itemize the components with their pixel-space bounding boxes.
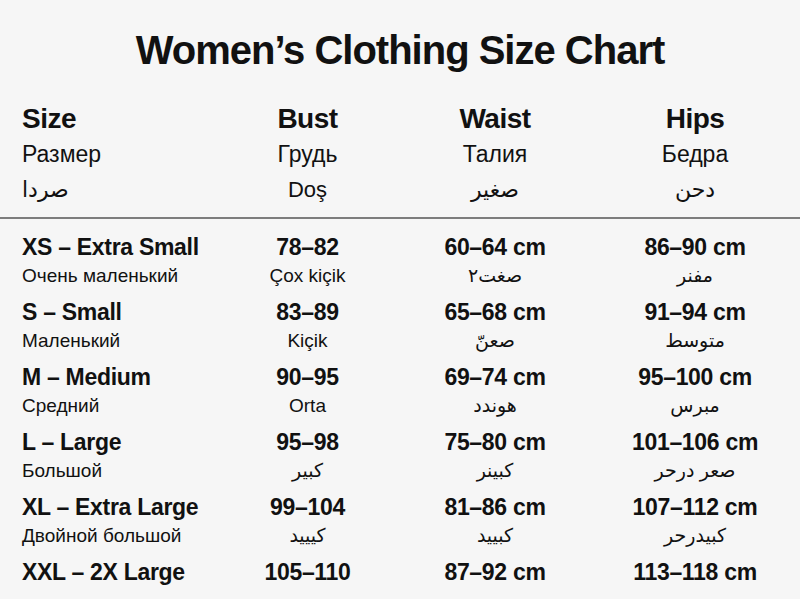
waist-cell: 65–68 cm صعنّ <box>400 298 590 354</box>
bust-sub-label: Orta <box>215 392 400 419</box>
waist-value: 81–86 cm <box>400 493 590 522</box>
hips-sub-label: كبيدرحر <box>590 522 800 549</box>
size-table-body: XS – Extra Small Очень маленький 78–82 Ç… <box>0 219 800 587</box>
hips-cell: 107–112 cm كبيدرحر <box>590 493 800 549</box>
size-main-label: M – Medium <box>22 363 215 392</box>
size-sub-label: Маленький <box>22 327 215 354</box>
hips-value: 86–90 cm <box>590 233 800 262</box>
bust-sub-label: Çox kiçik <box>215 262 400 289</box>
size-sub-label: Большой <box>22 457 215 484</box>
bust-sub-label: Kiçik <box>215 327 400 354</box>
table-row-s: S – Small Маленький 83–89 Kiçik 65–68 cm… <box>0 298 800 354</box>
size-cell: M – Medium Средний <box>0 363 215 419</box>
hips-value: 113–118 cm <box>590 558 800 587</box>
column-header-size: Size Размер صردا <box>0 101 215 207</box>
size-main-label: S – Small <box>22 298 215 327</box>
bust-cell: 83–89 Kiçik <box>215 298 400 354</box>
hips-header-ru: Бедра <box>590 137 800 172</box>
bust-cell: 78–82 Çox kiçik <box>215 233 400 289</box>
size-main-label: L – Large <box>22 428 215 457</box>
table-header: Size Размер صردا Bust Грудь Doş Waist Та… <box>0 101 800 207</box>
hips-sub-label: مبرس <box>590 392 800 419</box>
waist-sub-label: صعنّ <box>400 327 590 354</box>
size-cell: S – Small Маленький <box>0 298 215 354</box>
table-row-xxl: XXL – 2X Large 105–110 87–92 cm 113–118 … <box>0 558 800 587</box>
hips-sub-label: متوسط <box>590 327 800 354</box>
size-cell: L – Large Большой <box>0 428 215 484</box>
table-row-l: L – Large Большой 95–98 كبير 75–80 cm كب… <box>0 428 800 484</box>
hips-cell: 95–100 cm مبرس <box>590 363 800 419</box>
size-header-ru: Размер <box>22 137 215 172</box>
hips-value: 91–94 cm <box>590 298 800 327</box>
bust-header-ru: Грудь <box>215 137 400 172</box>
size-sub-label: Двойной большой <box>22 522 215 549</box>
waist-cell: 69–74 cm هوندد <box>400 363 590 419</box>
table-row-xs: XS – Extra Small Очень маленький 78–82 Ç… <box>0 233 800 289</box>
waist-value: 60–64 cm <box>400 233 590 262</box>
waist-cell: 60–64 cm صغت٢ <box>400 233 590 289</box>
hips-cell: 113–118 cm <box>590 558 800 587</box>
size-header-ar: صردا <box>22 172 215 207</box>
size-sub-label: Средний <box>22 392 215 419</box>
hips-value: 101–106 cm <box>590 428 800 457</box>
size-main-label: XS – Extra Small <box>22 233 215 262</box>
waist-cell: 87–92 cm <box>400 558 590 587</box>
bust-header-en: Bust <box>215 101 400 137</box>
waist-sub-label: كبينر <box>400 457 590 484</box>
size-cell: XXL – 2X Large <box>0 558 215 587</box>
bust-value: 95–98 <box>215 428 400 457</box>
bust-cell: 105–110 <box>215 558 400 587</box>
hips-cell: 101–106 cm صعر درحر <box>590 428 800 484</box>
bust-value: 99–104 <box>215 493 400 522</box>
hips-header-ar: دحن <box>590 172 800 207</box>
bust-cell: 95–98 كبير <box>215 428 400 484</box>
column-header-hips: Hips Бедра دحن <box>590 101 800 207</box>
waist-value: 65–68 cm <box>400 298 590 327</box>
bust-value: 105–110 <box>215 558 400 587</box>
hips-sub-label: مفنر <box>590 262 800 289</box>
waist-sub-label: هوندد <box>400 392 590 419</box>
waist-value: 87–92 cm <box>400 558 590 587</box>
size-main-label: XL – Extra Large <box>22 493 215 522</box>
bust-sub-label: كبير <box>215 457 400 484</box>
size-cell: XL – Extra Large Двойной большой <box>0 493 215 549</box>
hips-sub-label: صعر درحر <box>590 457 800 484</box>
size-header-en: Size <box>22 101 215 137</box>
column-header-waist: Waist Талия صغير <box>400 101 590 207</box>
page-title: Women’s Clothing Size Chart <box>0 26 800 74</box>
size-main-label: XXL – 2X Large <box>22 558 215 587</box>
table-row-m: M – Medium Средний 90–95 Orta 69–74 cm ه… <box>0 363 800 419</box>
size-sub-label: Очень маленький <box>22 262 215 289</box>
bust-value: 83–89 <box>215 298 400 327</box>
bust-header-az: Doş <box>215 172 400 207</box>
bust-cell: 99–104 كيييد <box>215 493 400 549</box>
bust-value: 78–82 <box>215 233 400 262</box>
column-header-bust: Bust Грудь Doş <box>215 101 400 207</box>
waist-cell: 75–80 cm كبينر <box>400 428 590 484</box>
waist-header-ru: Талия <box>400 137 590 172</box>
table-row-xl: XL – Extra Large Двойной большой 99–104 … <box>0 493 800 549</box>
waist-cell: 81–86 cm كبييد <box>400 493 590 549</box>
waist-header-en: Waist <box>400 101 590 137</box>
hips-cell: 91–94 cm متوسط <box>590 298 800 354</box>
hips-value: 95–100 cm <box>590 363 800 392</box>
waist-sub-label: كبييد <box>400 522 590 549</box>
waist-value: 75–80 cm <box>400 428 590 457</box>
hips-cell: 86–90 cm مفنر <box>590 233 800 289</box>
waist-header-ar: صغير <box>400 172 590 207</box>
bust-value: 90–95 <box>215 363 400 392</box>
hips-header-en: Hips <box>590 101 800 137</box>
bust-sub-label: كيييد <box>215 522 400 549</box>
waist-sub-label: صغت٢ <box>400 262 590 289</box>
hips-value: 107–112 cm <box>590 493 800 522</box>
size-cell: XS – Extra Small Очень маленький <box>0 233 215 289</box>
bust-cell: 90–95 Orta <box>215 363 400 419</box>
waist-value: 69–74 cm <box>400 363 590 392</box>
